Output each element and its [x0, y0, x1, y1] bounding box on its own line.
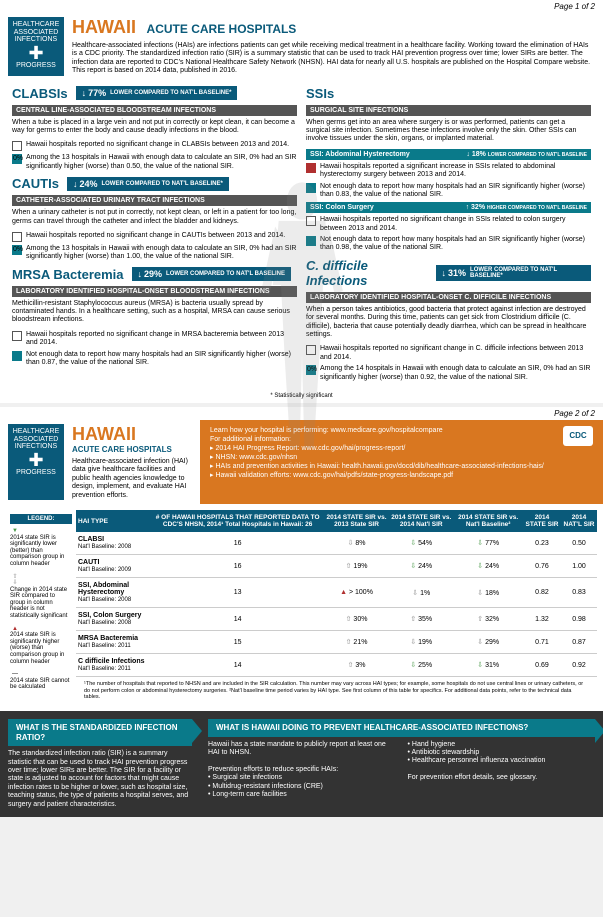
page-2: Page 2 of 2 HEALTHCAREASSOCIATEDINFECTIO… [0, 407, 603, 817]
checkbox-icon [12, 232, 22, 242]
dash-icon: — [10, 671, 20, 678]
state-title: HAWAII [72, 17, 136, 38]
blue-square-icon [12, 351, 22, 361]
updown-icon: ⇧ ⇩ [10, 574, 20, 587]
table-row: SSI, Colon SurgeryNat'l Baseline: 200814… [76, 608, 597, 631]
hai-badge: HEALTHCAREASSOCIATEDINFECTIONS ✚PROGRESS [8, 424, 64, 500]
table-row: MRSA BacteremiaNat'l Baseline: 201115⇧ 2… [76, 631, 597, 654]
ssi-header: SSIs [306, 84, 591, 103]
blue-square-icon: 0% [12, 154, 22, 164]
hai-table: HAI TYPE# OF HAWAII HOSPITALS THAT REPOR… [76, 510, 597, 677]
table-row: CLABSINat'l Baseline: 200816⇩ 8%⇩ 54%⇩ 7… [76, 532, 597, 555]
hai-badge: HEALTHCAREASSOCIATEDINFECTIONS ✚ PROGRES… [8, 17, 64, 76]
checkbox-icon [12, 331, 22, 341]
table-footnote: ¹The number of hospitals that reported t… [76, 677, 597, 705]
page-number: Page 1 of 2 [0, 0, 603, 13]
legend: LEGEND: ▼2014 state SIR is significantly… [6, 510, 76, 705]
table-row: SSI, Abdominal HysterectomyNat'l Baselin… [76, 578, 597, 608]
checkbox-icon [12, 141, 22, 151]
clabsi-header: CLABSIs ↓77%LOWER COMPARED TO NAT'L BASE… [12, 84, 297, 103]
down-green-icon: ▼ [10, 528, 20, 535]
body-silhouette-icon [242, 180, 362, 460]
red-square-icon [306, 163, 316, 173]
blue-square-icon: 0% [12, 245, 22, 255]
up-red-icon: ▲ [10, 626, 20, 633]
plus-icon: ✚ [10, 44, 62, 62]
subtitle: ACUTE CARE HOSPITALS [147, 22, 297, 36]
bottom-bar: WHAT IS THE STANDARDIZED INFECTION RATIO… [0, 711, 603, 817]
table-row: C difficile InfectionsNat'l Baseline: 20… [76, 654, 597, 677]
cdc-logo-icon: CDC [563, 426, 593, 446]
page-1: Page 1 of 2 HEALTHCAREASSOCIATEDINFECTIO… [0, 0, 603, 403]
ssi-ah-header: SSI: Abdominal Hysterectomy ↓ 18% LOWER … [306, 149, 591, 160]
intro-text: Healthcare-associated infections (HAIs) … [72, 42, 595, 76]
table-row: CAUTINat'l Baseline: 200916⇧ 19%⇩ 24%⇩ 2… [76, 555, 597, 578]
header: HEALTHCAREASSOCIATEDINFECTIONS ✚ PROGRES… [0, 13, 603, 80]
